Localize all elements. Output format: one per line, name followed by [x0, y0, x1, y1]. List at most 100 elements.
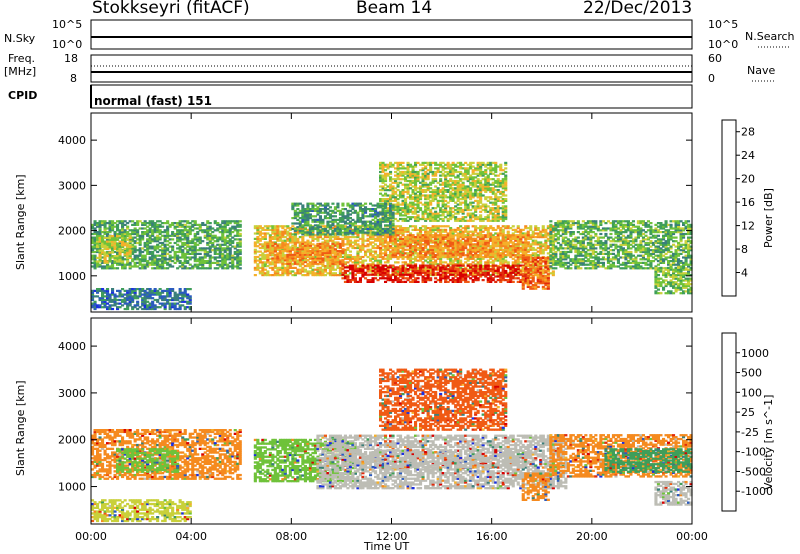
heatmap-cell — [409, 275, 413, 278]
heatmap-cell — [151, 306, 155, 309]
heatmap-cell — [106, 293, 110, 296]
heatmap-cell — [321, 272, 325, 275]
heatmap-cell — [283, 225, 287, 228]
heatmap-cell — [238, 232, 242, 236]
heatmap-cell — [213, 249, 217, 252]
heatmap-cell — [176, 232, 180, 236]
heatmap-cell — [386, 259, 390, 262]
heatmap-cell — [424, 232, 428, 235]
heatmap-cell — [158, 306, 162, 309]
heatmap-cell — [183, 260, 187, 263]
heatmap-cell — [431, 234, 435, 237]
heatmap-cell — [456, 271, 460, 274]
heatmap-cell — [126, 304, 130, 307]
heatmap-cell — [158, 267, 162, 270]
heatmap-cell — [396, 228, 400, 231]
heatmap-cell — [376, 268, 380, 271]
heatmap-cell — [401, 243, 405, 246]
heatmap-cell — [271, 230, 275, 233]
heatmap-cell — [143, 297, 147, 300]
heatmap-cell — [183, 261, 187, 264]
heatmap-cell — [456, 273, 460, 276]
heatmap-cell — [386, 279, 390, 282]
heatmap-cell — [394, 241, 398, 244]
heatmap-cell — [148, 293, 152, 296]
heatmap-cell — [168, 234, 172, 237]
heatmap-cell — [464, 225, 468, 228]
heatmap-cell — [108, 252, 112, 255]
heatmap-cell — [281, 266, 285, 269]
heatmap-cell — [221, 229, 225, 232]
heatmap-cell — [434, 225, 438, 228]
heatmap-cell — [236, 222, 240, 225]
heatmap-cell — [168, 291, 172, 294]
heatmap-cell — [424, 230, 428, 233]
heatmap-cell — [456, 259, 460, 262]
heatmap-cell — [421, 271, 425, 274]
heatmap-cell — [406, 241, 410, 244]
heatmap-cell — [426, 268, 430, 271]
heatmap-cell — [486, 239, 490, 242]
heatmap-cell — [496, 271, 500, 274]
heatmap-cell — [146, 291, 150, 294]
heatmap-cell — [389, 245, 393, 248]
heatmap-cell — [231, 240, 235, 243]
heatmap-cell — [273, 234, 277, 237]
heatmap-cell — [516, 250, 520, 253]
heatmap-cell — [91, 254, 95, 257]
heatmap-cell — [196, 238, 200, 241]
heatmap-cell — [446, 245, 450, 248]
heatmap-cell — [471, 237, 475, 240]
heatmap-cell — [501, 248, 505, 251]
heatmap-cell — [476, 236, 480, 239]
heatmap-cell — [429, 254, 433, 257]
heatmap-cell — [181, 252, 185, 255]
heatmap-cell — [131, 240, 135, 243]
heatmap-cell — [221, 234, 225, 237]
heatmap-cell — [143, 298, 147, 302]
heatmap-cell — [238, 267, 242, 270]
heatmap-cell — [203, 249, 207, 252]
heatmap-cell — [429, 257, 433, 260]
heatmap-cell — [449, 252, 453, 255]
heatmap-cell — [98, 223, 102, 226]
heatmap-cell — [356, 252, 360, 255]
heatmap-cell — [539, 232, 543, 235]
heatmap-cell — [469, 236, 473, 239]
heatmap-cell — [471, 272, 475, 275]
heatmap-cell — [148, 252, 152, 255]
heatmap-cell — [396, 273, 400, 276]
heatmap-cell — [113, 225, 117, 228]
heatmap-cell — [439, 257, 443, 260]
heatmap-cell — [341, 260, 345, 264]
heatmap-cell — [486, 255, 490, 259]
heatmap-cell — [353, 241, 357, 244]
heatmap-cell — [163, 256, 167, 259]
heatmap-cell — [263, 272, 267, 275]
heatmap-cell — [143, 243, 147, 246]
heatmap-cell — [396, 266, 400, 269]
heatmap-cell — [118, 260, 122, 263]
heatmap-cell — [286, 260, 290, 264]
heatmap-cell — [521, 245, 525, 248]
heatmap-cell — [399, 268, 403, 271]
heatmap-cell — [376, 246, 380, 250]
heatmap-cell — [296, 230, 300, 233]
heatmap-cell — [351, 271, 355, 274]
heatmap-cell — [494, 254, 498, 257]
heatmap-cell — [283, 228, 287, 231]
heatmap-cell — [196, 232, 200, 236]
heatmap-cell — [501, 255, 505, 259]
heatmap-cell — [379, 199, 383, 202]
heatmap-cell — [188, 295, 192, 298]
heatmap-cell — [379, 255, 383, 259]
heatmap-cell — [371, 241, 375, 244]
heatmap-cell — [156, 293, 160, 296]
heatmap-cell — [396, 246, 400, 250]
heatmap-cell — [166, 227, 170, 230]
heatmap-cell — [171, 256, 175, 259]
heatmap-cell — [141, 288, 145, 291]
heatmap-cell — [424, 271, 428, 274]
heatmap-cell — [103, 260, 107, 263]
heatmap-cell — [256, 255, 260, 259]
